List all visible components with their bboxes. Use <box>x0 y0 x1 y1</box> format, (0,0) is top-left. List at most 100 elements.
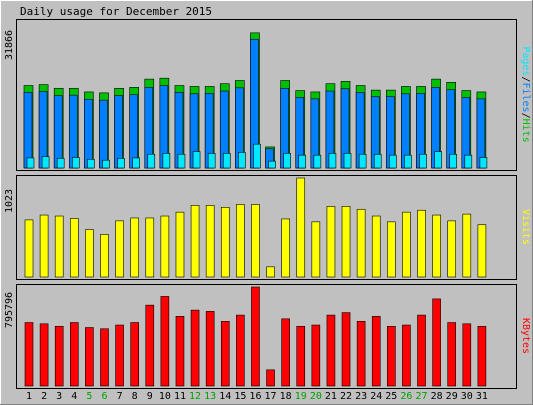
x-tick-label-day-27: 27 <box>415 391 427 402</box>
chart-title: Daily usage for December 2015 <box>20 5 212 18</box>
bar-kbytes-day-3 <box>54 325 64 387</box>
bar-visits-day-1 <box>24 219 34 278</box>
bar-pages-day-17 <box>268 160 276 169</box>
bar-kbytes-day-28 <box>432 298 441 387</box>
bar-visits-day-7 <box>115 220 124 278</box>
x-tick-label-day-19: 19 <box>295 391 307 402</box>
bar-pages-day-22 <box>343 153 352 169</box>
bar-kbytes-day-13 <box>205 311 215 387</box>
bar-kbytes-day-27 <box>417 314 426 387</box>
bar-visits-day-25 <box>387 221 396 278</box>
x-tick-label-day-18: 18 <box>280 391 292 402</box>
bar-visits-day-13 <box>205 205 215 278</box>
bar-files-day-7 <box>114 95 123 169</box>
bar-visits-day-10 <box>160 215 170 278</box>
x-tick-label-day-20: 20 <box>310 391 322 402</box>
x-tick-label-day-26: 26 <box>400 391 412 402</box>
bar-visits-day-12 <box>190 205 200 278</box>
bar-pages-day-16 <box>253 143 261 169</box>
x-tick-label-day-6: 6 <box>101 391 107 402</box>
bar-visits-day-4 <box>69 218 79 278</box>
bar-visits-day-15 <box>236 204 245 278</box>
bar-pages-day-30 <box>464 154 473 169</box>
bar-files-day-5 <box>84 98 93 169</box>
bar-visits-day-2 <box>39 214 49 278</box>
bar-files-day-6 <box>99 99 108 169</box>
x-axis-tick-labels: 1 2 3 4 5 6 7 8 9 10 11 12 13 14 15 16 17 18 19 20 21 22 23 24 2… <box>26 391 488 402</box>
bar-visits-day-8 <box>130 217 139 278</box>
x-tick-label-day-5: 5 <box>86 391 92 402</box>
bar-visits-day-27 <box>417 209 426 278</box>
bar-visits-day-11 <box>175 211 185 278</box>
bar-visits-day-29 <box>447 220 457 278</box>
side-label-part: Hits <box>520 119 531 143</box>
x-tick-label-day-23: 23 <box>355 391 367 402</box>
bar-kbytes-day-19 <box>296 325 306 387</box>
bar-kbytes-day-18 <box>281 318 290 387</box>
bar-pages-day-15 <box>238 152 246 169</box>
bar-visits-day-21 <box>326 206 336 278</box>
bar-kbytes-day-15 <box>236 314 245 387</box>
bar-pages-day-21 <box>328 153 337 169</box>
panel-3-side-label: KBytes <box>520 318 531 354</box>
x-tick-label-day-12: 12 <box>189 391 201 402</box>
bar-pages-day-25 <box>389 154 397 169</box>
bar-visits-day-20 <box>311 221 321 278</box>
bar-visits-day-30 <box>462 213 472 278</box>
bar-kbytes-day-1 <box>24 322 34 387</box>
x-tick-label-day-31: 31 <box>476 391 488 402</box>
bar-visits-day-5 <box>85 229 94 278</box>
bar-pages-day-5 <box>87 158 95 169</box>
x-tick-label-day-15: 15 <box>234 391 246 402</box>
x-tick-label-day-24: 24 <box>370 391 382 402</box>
x-tick-label-day-29: 29 <box>446 391 458 402</box>
bar-visits-day-19 <box>296 177 306 278</box>
panel-2-ymax-label: 1023 <box>4 189 15 213</box>
side-label-part: KBytes <box>520 318 531 354</box>
chart-panels: 31866Pages/Files/Hits1023Visits795796KBy… <box>4 19 531 389</box>
bar-pages-day-2 <box>41 156 50 169</box>
bar-pages-day-29 <box>449 153 458 169</box>
bar-kbytes-day-14 <box>220 321 230 387</box>
bar-kbytes-day-10 <box>160 296 170 387</box>
bar-visits-day-9 <box>145 217 155 278</box>
bar-pages-day-3 <box>56 158 65 169</box>
bar-kbytes-day-20 <box>311 324 321 387</box>
bar-kbytes-day-11 <box>175 316 185 387</box>
bar-visits-day-24 <box>371 215 381 278</box>
bar-pages-day-6 <box>102 159 110 169</box>
bar-kbytes-day-31 <box>477 325 487 387</box>
bar-pages-day-12 <box>192 151 201 169</box>
x-tick-label-day-9: 9 <box>147 391 153 402</box>
side-label-part: Files <box>520 82 531 112</box>
bar-kbytes-day-24 <box>371 316 381 387</box>
bar-pages-day-4 <box>71 157 80 169</box>
panel-1-ymax-label: 31866 <box>4 30 15 60</box>
x-tick-label-day-3: 3 <box>56 391 62 402</box>
bar-kbytes-day-17 <box>266 369 275 387</box>
bar-visits-day-6 <box>100 234 109 278</box>
bar-pages-day-13 <box>207 153 216 169</box>
bar-kbytes-day-23 <box>356 321 366 387</box>
bar-pages-day-14 <box>222 153 231 169</box>
bar-visits-day-18 <box>281 218 290 278</box>
bar-visits-day-23 <box>356 208 366 278</box>
bar-visits-day-22 <box>341 206 351 278</box>
bar-pages-day-18 <box>283 153 291 169</box>
bar-kbytes-day-5 <box>85 327 94 387</box>
bar-pages-day-8 <box>132 157 140 169</box>
panel-3-ymax-label: 795796 <box>4 292 15 328</box>
bar-visits-day-17 <box>266 266 275 278</box>
bar-kbytes-day-26 <box>402 324 411 387</box>
bar-files-day-3 <box>53 95 63 169</box>
x-tick-label-day-8: 8 <box>132 391 138 402</box>
bar-pages-day-26 <box>404 154 412 169</box>
bar-kbytes-day-9 <box>145 304 155 387</box>
bar-kbytes-day-29 <box>447 322 457 387</box>
side-label-part: Visits <box>520 209 531 245</box>
bar-pages-day-10 <box>162 153 171 169</box>
x-tick-label-day-14: 14 <box>219 391 231 402</box>
bar-pages-day-23 <box>358 153 367 169</box>
bar-pages-day-27 <box>419 153 427 169</box>
